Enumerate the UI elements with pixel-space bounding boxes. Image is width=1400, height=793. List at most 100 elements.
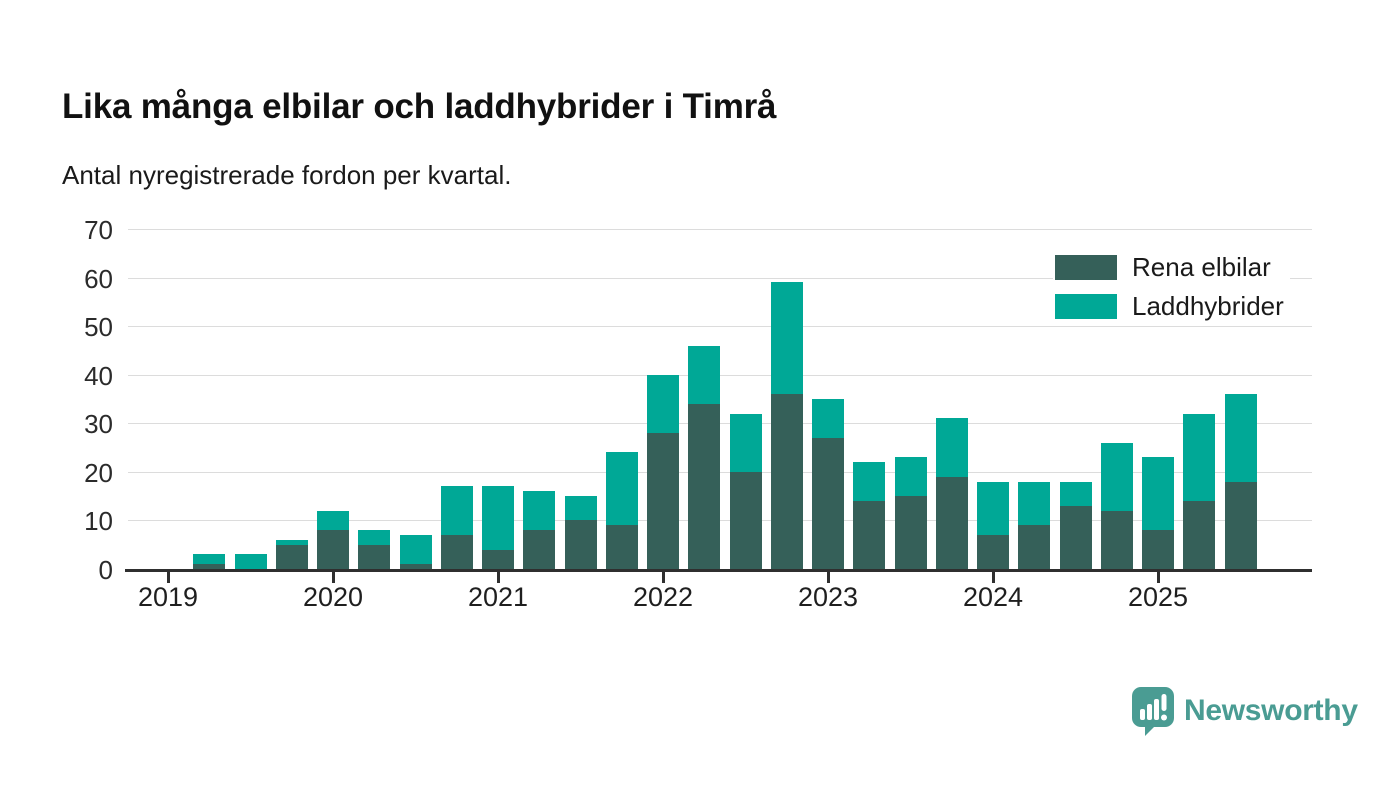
bar-2022-q4 xyxy=(770,282,803,569)
x-tick-label-2022: 2022 xyxy=(632,582,694,612)
x-tick-label-2025: 2025 xyxy=(1127,582,1189,612)
x-tick-label-2024: 2024 xyxy=(962,582,1024,612)
chart-title: Lika många elbilar och laddhybrider i Ti… xyxy=(62,87,777,127)
y-tick-label-70: 70 xyxy=(84,215,113,245)
segment-rena-elbilar xyxy=(399,564,432,569)
segment-laddhybrider xyxy=(977,481,1009,535)
x-tick-2024 xyxy=(991,572,995,583)
segment-laddhybrider xyxy=(1183,413,1216,501)
segment-laddhybrider xyxy=(564,496,597,521)
segment-laddhybrider xyxy=(1100,442,1133,511)
x-tick-2021 xyxy=(496,572,500,583)
segment-rena-elbilar xyxy=(977,535,1009,569)
x-tick-label-2019: 2019 xyxy=(137,582,199,612)
segment-laddhybrider xyxy=(358,530,391,545)
segment-laddhybrider xyxy=(234,554,267,569)
bar-2025-q3 xyxy=(1224,394,1257,569)
bar-2024-q4 xyxy=(1100,442,1133,569)
y-tick-label-60: 60 xyxy=(84,263,113,294)
y-tick-label-50: 50 xyxy=(84,312,113,343)
segment-rena-elbilar xyxy=(853,501,886,569)
bar-2019-q4 xyxy=(275,539,308,569)
y-tick-label-40: 40 xyxy=(84,360,113,391)
bar-2019-q3 xyxy=(234,554,267,569)
bar-2020-q2 xyxy=(358,530,391,569)
plot-area: Rena elbilar Laddhybrider 0 10 20 30 40 50 60 7… xyxy=(84,215,1312,612)
segment-rena-elbilar xyxy=(729,471,762,569)
bar-2023-q3 xyxy=(894,457,927,569)
bar-2020-q4 xyxy=(440,486,473,569)
segment-rena-elbilar xyxy=(605,525,638,569)
bar-2024-q3 xyxy=(1059,481,1092,569)
y-tick-label-30: 30 xyxy=(84,409,113,440)
bar-2021-q4 xyxy=(605,452,638,569)
segment-laddhybrider xyxy=(1142,457,1174,531)
legend-label-rena-elbilar: Rena elbilar xyxy=(1132,252,1271,282)
y-tick-label-0: 0 xyxy=(98,555,113,585)
legend-swatch-rena-elbilar xyxy=(1055,254,1117,280)
segment-laddhybrider xyxy=(317,510,349,531)
segment-laddhybrider xyxy=(729,413,762,472)
segment-laddhybrider xyxy=(482,486,514,550)
segment-rena-elbilar xyxy=(1100,510,1133,569)
bar-2022-q3 xyxy=(729,413,762,569)
bar-2025-q2 xyxy=(1183,413,1216,569)
segment-laddhybrider xyxy=(275,539,308,545)
gridline-70 xyxy=(128,229,1312,230)
segment-laddhybrider xyxy=(770,282,803,395)
x-tick-label-2023: 2023 xyxy=(797,582,859,612)
segment-rena-elbilar xyxy=(1018,525,1051,569)
segment-rena-elbilar xyxy=(770,394,803,569)
segment-laddhybrider xyxy=(399,535,432,565)
segment-laddhybrider xyxy=(935,418,968,477)
segment-laddhybrider xyxy=(647,374,679,433)
legend-swatch-laddhybrider xyxy=(1055,293,1117,319)
x-tick-label-2020: 2020 xyxy=(302,582,364,612)
newsworthy-logo-text: Newsworthy xyxy=(1184,694,1358,727)
segment-rena-elbilar xyxy=(275,544,308,569)
legend: Rena elbilar Laddhybrider xyxy=(1053,252,1290,321)
bar-2021-q1 xyxy=(482,486,514,569)
legend-item-rena-elbilar: Rena elbilar xyxy=(1055,254,1284,280)
gridline-60 xyxy=(128,277,1312,279)
newsworthy-logo: Newsworthy xyxy=(1131,686,1358,736)
bar-2023-q4 xyxy=(935,418,968,569)
bar-2025-q1 xyxy=(1142,457,1174,569)
x-tick-2019 xyxy=(166,572,170,583)
gridline-50 xyxy=(128,326,1312,328)
bar-2024-q2 xyxy=(1018,481,1051,569)
bar-2024-q1 xyxy=(977,481,1009,569)
segment-laddhybrider xyxy=(1059,481,1092,506)
segment-laddhybrider xyxy=(812,399,844,438)
segment-rena-elbilar xyxy=(935,476,968,569)
bar-2022-q1 xyxy=(647,374,679,569)
bar-2023-q1 xyxy=(812,399,844,569)
chart-subtitle: Antal nyregistrerade fordon per kvartal. xyxy=(62,160,512,190)
bar-2022-q2 xyxy=(688,345,721,569)
bar-2021-q3 xyxy=(564,496,597,569)
segment-rena-elbilar xyxy=(1142,530,1174,569)
segment-rena-elbilar xyxy=(440,535,473,569)
segment-rena-elbilar xyxy=(564,520,597,569)
segment-rena-elbilar xyxy=(1224,481,1257,569)
segment-rena-elbilar xyxy=(193,564,226,569)
segment-rena-elbilar xyxy=(523,530,556,569)
segment-laddhybrider xyxy=(894,457,927,497)
legend-label-laddhybrider: Laddhybrider xyxy=(1132,291,1284,321)
y-tick-label-10: 10 xyxy=(84,506,113,537)
segment-laddhybrider xyxy=(853,462,886,501)
segment-laddhybrider xyxy=(688,345,721,404)
legend-item-laddhybrider: Laddhybrider xyxy=(1055,293,1284,319)
newsworthy-bubble-chart-icon xyxy=(1132,687,1174,736)
y-tick-label-20: 20 xyxy=(84,457,113,488)
bar-2021-q2 xyxy=(523,491,556,569)
bar-2019-q2 xyxy=(193,554,226,569)
x-tick-2025 xyxy=(1156,572,1160,583)
segment-laddhybrider xyxy=(1224,394,1257,482)
bar-2020-q1 xyxy=(317,510,349,569)
segment-rena-elbilar xyxy=(894,496,927,569)
segment-rena-elbilar xyxy=(647,433,679,569)
x-tick-label-2021: 2021 xyxy=(467,582,529,612)
x-tick-2022 xyxy=(661,572,665,583)
